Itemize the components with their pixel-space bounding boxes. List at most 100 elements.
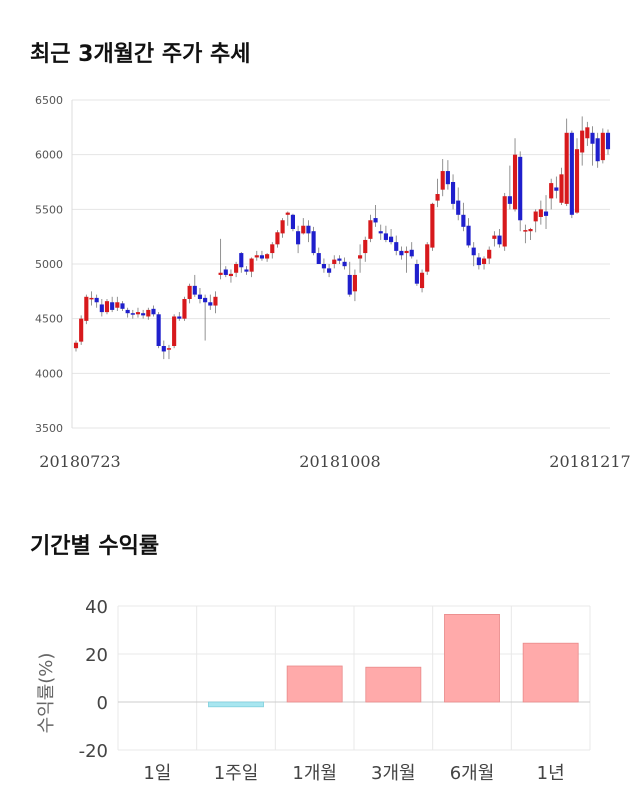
candle-body — [285, 212, 290, 215]
candle-body — [569, 132, 574, 215]
x-tick-label: 20180723 — [39, 452, 120, 471]
category-label: 6개월 — [450, 763, 495, 784]
category-label: 1일 — [143, 763, 171, 784]
price-trend-title: 최근 3개월간 주가 추세 — [30, 42, 251, 67]
category-label: 1주일 — [214, 763, 259, 784]
candle-body — [213, 296, 218, 306]
candle-body — [363, 239, 368, 254]
candle-body — [73, 342, 79, 349]
y-axis-label: 수익률(%) — [36, 653, 57, 734]
candle-body — [239, 253, 244, 268]
y-tick-label: 6500 — [35, 94, 63, 107]
candle-body — [301, 225, 306, 234]
candle-body — [89, 297, 94, 300]
y-tick-label: 0 — [97, 693, 108, 714]
candle-body — [585, 127, 590, 139]
candle-body — [337, 258, 342, 261]
candle-body — [254, 255, 259, 258]
candle-body — [419, 272, 425, 289]
candle-body — [430, 203, 435, 248]
candle-body — [450, 182, 456, 204]
y-tick-label: 4000 — [35, 367, 63, 380]
candle-body — [172, 316, 177, 346]
candle-body — [125, 309, 130, 314]
category-label: 1년 — [537, 763, 565, 784]
candle-body — [270, 244, 275, 254]
candle-body — [203, 297, 208, 303]
y-tick-label: 40 — [85, 597, 108, 618]
candle-body — [373, 218, 378, 223]
return-bar — [208, 701, 264, 708]
candle-body — [332, 259, 337, 264]
candle-body — [404, 250, 409, 254]
candle-body — [487, 249, 492, 259]
candle-body — [347, 274, 352, 295]
candle-body — [456, 200, 461, 215]
candle-body — [135, 312, 141, 315]
candle-body — [306, 225, 311, 234]
candle-body — [234, 264, 239, 273]
candle-body — [161, 346, 166, 352]
category-label: 1개월 — [292, 763, 337, 784]
candle-body — [595, 138, 600, 162]
candle-body — [141, 313, 146, 316]
candle-body — [549, 183, 554, 199]
returns-title: 기간별 수익률 — [30, 534, 160, 559]
candle-body — [378, 231, 383, 234]
candle-body — [471, 247, 476, 256]
candle-body — [352, 274, 357, 292]
y-tick-label: 20 — [85, 645, 108, 666]
candle-body — [383, 233, 388, 240]
y-tick-label: 5500 — [35, 203, 63, 216]
candle-body — [177, 316, 182, 319]
candle-body — [492, 235, 497, 239]
candle-body — [342, 261, 347, 267]
candle-body — [223, 269, 228, 275]
candle-body — [358, 255, 363, 259]
candle-body — [311, 231, 316, 254]
candle-body — [497, 235, 502, 245]
candle-body — [445, 171, 450, 185]
candle-body — [197, 294, 203, 299]
candle-body — [249, 258, 254, 272]
candle-body — [461, 214, 466, 227]
candle-body — [265, 254, 270, 259]
x-tick-label: 20181217 — [549, 452, 630, 471]
candle-body — [280, 220, 285, 234]
y-tick-label: 3500 — [35, 422, 63, 435]
candle-body — [605, 132, 611, 150]
candle-body — [208, 302, 213, 306]
candle-body — [321, 264, 326, 269]
candle-body — [110, 302, 115, 310]
candle-body — [104, 301, 110, 313]
candle-body — [564, 132, 569, 204]
candle-body — [507, 196, 512, 204]
candle-body — [435, 194, 440, 201]
candle-body — [296, 231, 301, 245]
candle-body — [192, 285, 197, 295]
candle-body — [409, 249, 414, 257]
candle-body — [187, 285, 192, 299]
candle-body — [590, 132, 595, 144]
return-bar — [522, 642, 579, 703]
candle-body — [228, 273, 234, 277]
price-trend-chart: 3500 4000 4500 5000 5500 6000 6500 20180723 2018… — [35, 94, 631, 471]
candle-body — [275, 232, 280, 245]
return-bar — [444, 614, 500, 703]
candle-body — [512, 154, 518, 210]
candle-body — [580, 130, 585, 153]
candle-body — [327, 268, 332, 273]
candle-body — [394, 242, 399, 251]
candle-body — [476, 257, 481, 266]
candle-body — [559, 174, 564, 203]
candle-body — [99, 304, 104, 313]
candle-body — [440, 171, 445, 190]
y-tick-label: 6000 — [35, 149, 63, 162]
candle-body — [120, 303, 125, 309]
candle-body — [151, 308, 156, 315]
candle-body — [466, 225, 471, 246]
candle-body — [425, 244, 430, 272]
candle-body — [94, 297, 99, 303]
candle-body — [218, 272, 223, 275]
candle-body — [156, 314, 161, 346]
